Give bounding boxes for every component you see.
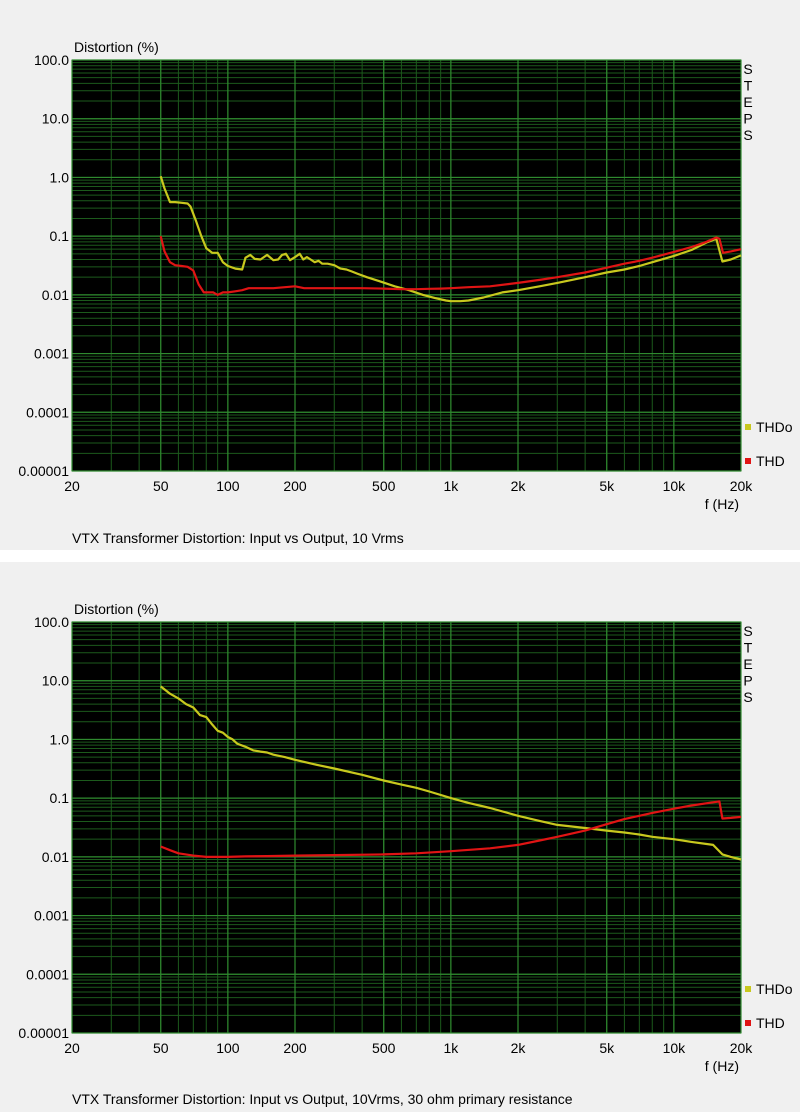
legend-swatch — [745, 458, 751, 464]
x-tick-label: 5k — [599, 478, 615, 494]
x-tick-label: 1k — [443, 478, 459, 494]
legend-swatch — [745, 424, 751, 430]
legend-label: THD — [756, 453, 785, 469]
x-tick-label: 500 — [372, 1040, 396, 1056]
series-line-thdo — [159, 175, 742, 303]
steps-letter: E — [743, 656, 752, 672]
steps-letter: S — [743, 61, 752, 77]
chart-panel-1: 100.0 10.0 1.0 0.1 0.01 0.001 0.0001 0.00001 20 5… — [0, 0, 800, 550]
y-axis-label: Distortion (%) — [74, 39, 159, 55]
x-tick-label: 20k — [730, 478, 754, 494]
chart-panel-2: 100.0 10.0 1.0 0.1 0.01 0.001 0.0001 0.00001 20 5… — [0, 562, 800, 1112]
x-tick-label: 200 — [283, 1040, 307, 1056]
y-tick-label: 0.1 — [50, 228, 70, 244]
x-axis-label: f (Hz) — [705, 496, 739, 512]
y-tick-label: 0.001 — [34, 346, 69, 362]
steps-letter: P — [743, 673, 752, 689]
plot-border — [71, 621, 742, 1034]
legend-label: THD — [756, 1015, 785, 1031]
steps-letter: S — [743, 689, 752, 705]
y-tick-label: 0.001 — [34, 908, 69, 924]
x-tick-label: 1k — [443, 1040, 459, 1056]
y-axis-label: Distortion (%) — [74, 601, 159, 617]
y-tick-label: 0.00001 — [18, 463, 69, 479]
y-tick-label: 0.00001 — [18, 1025, 69, 1041]
x-tick-label: 100 — [216, 478, 240, 494]
y-tick-label: 10.0 — [42, 111, 69, 127]
x-tick-label: 500 — [372, 478, 396, 494]
x-axis-label: f (Hz) — [705, 1058, 739, 1074]
x-tick-label: 50 — [153, 1040, 169, 1056]
series-line-thd — [159, 235, 742, 296]
legend-swatch — [745, 986, 751, 992]
legend-label: THDo — [756, 419, 793, 435]
x-tick-label: 10k — [663, 478, 687, 494]
legend-swatch — [745, 1020, 751, 1026]
y-tick-label: 0.1 — [50, 790, 70, 806]
y-tick-label: 100.0 — [34, 614, 69, 630]
y-tick-label: 0.0001 — [26, 404, 69, 420]
y-tick-label: 1.0 — [50, 169, 70, 185]
legend-label: THDo — [756, 981, 793, 997]
x-tick-label: 20k — [730, 1040, 754, 1056]
series-line-thdo — [160, 685, 742, 861]
chart-title: VTX Transformer Distortion: Input vs Out… — [72, 1091, 573, 1107]
y-tick-label: 10.0 — [42, 673, 69, 689]
steps-letter: P — [743, 111, 752, 127]
steps-letter: T — [744, 78, 753, 94]
plot-area — [72, 622, 741, 1033]
x-tick-label: 20 — [64, 1040, 80, 1056]
steps-letter: S — [743, 127, 752, 143]
x-tick-label: 200 — [283, 478, 307, 494]
y-tick-label: 1.0 — [50, 731, 70, 747]
legend: THDo THD — [745, 981, 793, 1031]
x-tick-label: 2k — [511, 1040, 527, 1056]
y-tick-label: 0.0001 — [26, 966, 69, 982]
legend: THDo THD — [745, 419, 793, 469]
x-tick-label: 2k — [511, 478, 527, 494]
steps-letter: S — [743, 623, 752, 639]
steps-letter: T — [744, 640, 753, 656]
x-tick-label: 50 — [153, 478, 169, 494]
y-tick-label: 0.01 — [42, 287, 69, 303]
steps-letter: E — [743, 94, 752, 110]
y-tick-label: 100.0 — [34, 52, 69, 68]
series-line-thd — [160, 800, 742, 858]
x-tick-label: 20 — [64, 478, 80, 494]
x-tick-label: 10k — [663, 1040, 687, 1056]
y-tick-label: 0.01 — [42, 849, 69, 865]
x-tick-label: 5k — [599, 1040, 615, 1056]
x-tick-label: 100 — [216, 1040, 240, 1056]
plot-border — [71, 59, 742, 472]
chart-title: VTX Transformer Distortion: Input vs Out… — [72, 530, 404, 546]
